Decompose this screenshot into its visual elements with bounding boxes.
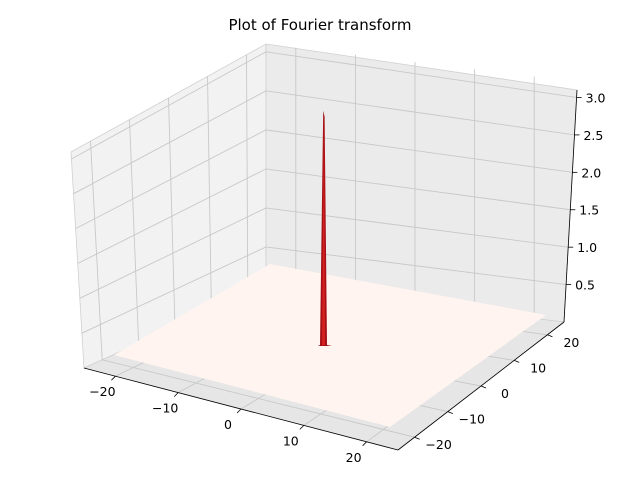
x-tick-label: 20 — [346, 450, 362, 465]
z-gridline — [75, 129, 573, 230]
y-gridline-wall — [90, 141, 103, 360]
z-tick-label: 1.0 — [577, 240, 597, 255]
z-gridline — [81, 246, 567, 334]
z-gridline — [73, 90, 575, 195]
y-tick-label: −20 — [425, 437, 451, 452]
peak-spike — [318, 110, 332, 346]
y-tick-mark — [480, 385, 487, 389]
x-tick-label: 10 — [283, 433, 299, 448]
z-tick-label: 2.0 — [581, 165, 601, 180]
z-gridline — [71, 51, 577, 160]
x-tick-label: −10 — [152, 401, 178, 416]
peak-highlight — [322, 114, 325, 345]
y-gridline-wall — [129, 119, 140, 344]
y-tick-mark — [547, 334, 553, 338]
x-tick-mark — [111, 375, 116, 381]
z-tick-label: 3.0 — [586, 90, 606, 105]
x-axis-ticks: −20 −10 0 10 20 — [89, 375, 367, 465]
surface-base — [114, 264, 546, 427]
x-tick-mark — [236, 408, 242, 414]
y-tick-mark — [514, 360, 520, 363]
y-tick-label: 10 — [530, 360, 546, 375]
z-gridline — [77, 168, 571, 264]
y-tick-label: −10 — [459, 412, 485, 427]
z-axis-line — [563, 89, 578, 323]
x-tick-mark — [299, 425, 305, 430]
x-tick-label: −20 — [89, 384, 115, 399]
z-tick-label: 0.5 — [575, 278, 595, 293]
y-tick-mark — [447, 411, 453, 414]
y-tick-label: 0 — [501, 386, 509, 401]
z-axis-ticks: 0.5 1.0 1.5 2.0 2.5 3.0 — [566, 90, 606, 293]
y-gridline-wall — [168, 97, 176, 328]
y-tick-label: 20 — [563, 335, 579, 350]
z-tick-label: 1.5 — [579, 203, 599, 218]
y-tick-mark — [414, 436, 420, 440]
y-gridline-wall — [207, 76, 212, 311]
surface-peak — [318, 110, 332, 346]
x-tick-mark — [362, 441, 367, 447]
z-gridline — [79, 207, 569, 299]
x-tick-label: 0 — [224, 417, 232, 432]
z-tick-label: 2.5 — [583, 128, 603, 143]
y-axis-ticks: −20 −10 0 10 20 — [414, 334, 579, 452]
x-tick-mark — [173, 392, 179, 397]
y-gridline-floor — [102, 359, 415, 438]
y-gridline-wall — [246, 54, 249, 295]
chart-title: Plot of Fourier transform — [228, 16, 411, 34]
